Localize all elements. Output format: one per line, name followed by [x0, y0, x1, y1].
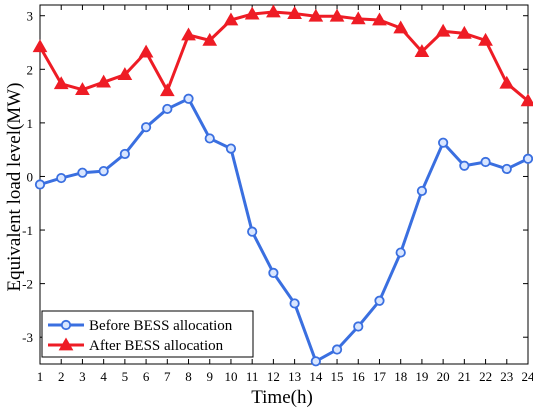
y-tick-label: -3: [22, 330, 33, 345]
legend-marker-2: [58, 337, 74, 351]
series-1-point: [438, 137, 449, 148]
series-2-point: [287, 6, 302, 19]
series-2-point: [414, 44, 430, 57]
series-1-point: [98, 166, 109, 177]
x-tick-label: 15: [331, 369, 344, 384]
series-2-point: [117, 67, 133, 81]
series-2-point: [329, 8, 345, 22]
series-1-point: [395, 247, 406, 258]
x-tick-label: 7: [164, 369, 171, 384]
series-1-point: [331, 344, 343, 355]
x-tick-label: 4: [100, 369, 107, 384]
x-tick-label: 17: [373, 369, 387, 384]
x-tick-label: 2: [58, 369, 65, 384]
series-2-point: [138, 44, 154, 58]
y-tick-label: 1: [27, 116, 34, 131]
y-tick-label: 0: [27, 169, 34, 184]
series-1-point: [204, 133, 215, 144]
series-2-point: [308, 8, 324, 22]
x-tick-label: 10: [224, 369, 237, 384]
series-line-2: [38, 10, 529, 103]
series-2-point: [435, 23, 451, 37]
series-2-point: [202, 32, 218, 46]
series-1-point: [225, 143, 237, 154]
x-tick-label: 6: [143, 369, 150, 384]
series-2-point: [223, 12, 239, 26]
x-tick-label: 12: [267, 369, 280, 384]
y-tick-label: -1: [22, 223, 33, 238]
series-2-point: [520, 93, 533, 107]
series-2-point: [53, 76, 69, 90]
series-1-point: [183, 93, 194, 104]
x-tick-label: 1: [37, 369, 44, 384]
legend-marker-1: [60, 319, 72, 331]
series-2-point: [372, 12, 387, 26]
x-tick-label: 22: [479, 369, 492, 384]
series-2-point: [478, 32, 493, 46]
series-1-point: [289, 298, 300, 309]
series-1-point: [56, 172, 67, 184]
series-2-point: [75, 82, 90, 96]
series-2-point: [32, 39, 48, 53]
series-2-point: [159, 83, 175, 97]
series-1-point: [416, 185, 428, 197]
series-2-point: [456, 25, 472, 39]
series-2-point: [350, 11, 366, 25]
series-2-point: [393, 20, 409, 34]
series-1-point: [162, 103, 173, 115]
x-tick-label: 20: [437, 369, 450, 384]
y-axis-title: Equivalent load level(MW): [4, 83, 25, 292]
series-1-point: [119, 148, 130, 160]
series-2-point: [181, 27, 196, 41]
series-1-point: [34, 179, 46, 190]
x-tick-label: 13: [288, 369, 301, 384]
legend-label-1: Before BESS allocation: [89, 318, 233, 334]
series-1-point: [140, 122, 152, 133]
x-tick-label: 8: [185, 369, 192, 384]
series-1-point: [77, 167, 88, 178]
series-2-point: [266, 4, 281, 18]
plot-frame: [39, 4, 529, 365]
series-1-point: [501, 163, 512, 175]
series-1-point: [247, 226, 258, 237]
series-1-point: [522, 153, 533, 164]
y-tick-label: 2: [27, 62, 34, 77]
series-1-point: [374, 295, 385, 306]
legend-box: [41, 310, 254, 358]
x-tick-label: 14: [309, 369, 323, 384]
x-tick-label: 19: [415, 369, 428, 384]
x-tick-label: 18: [394, 369, 407, 384]
x-tick-label: 3: [79, 369, 86, 384]
x-tick-label: 21: [458, 369, 471, 384]
legend-label-2: After BESS allocation: [89, 338, 224, 354]
x-tick-label: 23: [500, 369, 513, 384]
x-tick-label: 24: [522, 369, 533, 384]
x-tick-label: 16: [352, 369, 366, 384]
series-1-point: [310, 356, 321, 367]
series-1-point: [459, 160, 470, 171]
series-1-point: [268, 267, 279, 279]
x-tick-label: 5: [122, 369, 129, 384]
x-axis-title: Time(h): [251, 387, 313, 408]
x-tick-label: 9: [206, 369, 213, 384]
series-2-point: [96, 74, 112, 88]
series-2-point: [244, 6, 260, 20]
series-1-point: [480, 156, 491, 168]
series-2-point: [499, 75, 515, 89]
x-tick-label: 11: [246, 369, 259, 384]
series-1-point: [353, 321, 364, 332]
y-tick-label: -2: [22, 277, 33, 292]
y-tick-label: 3: [27, 9, 34, 24]
